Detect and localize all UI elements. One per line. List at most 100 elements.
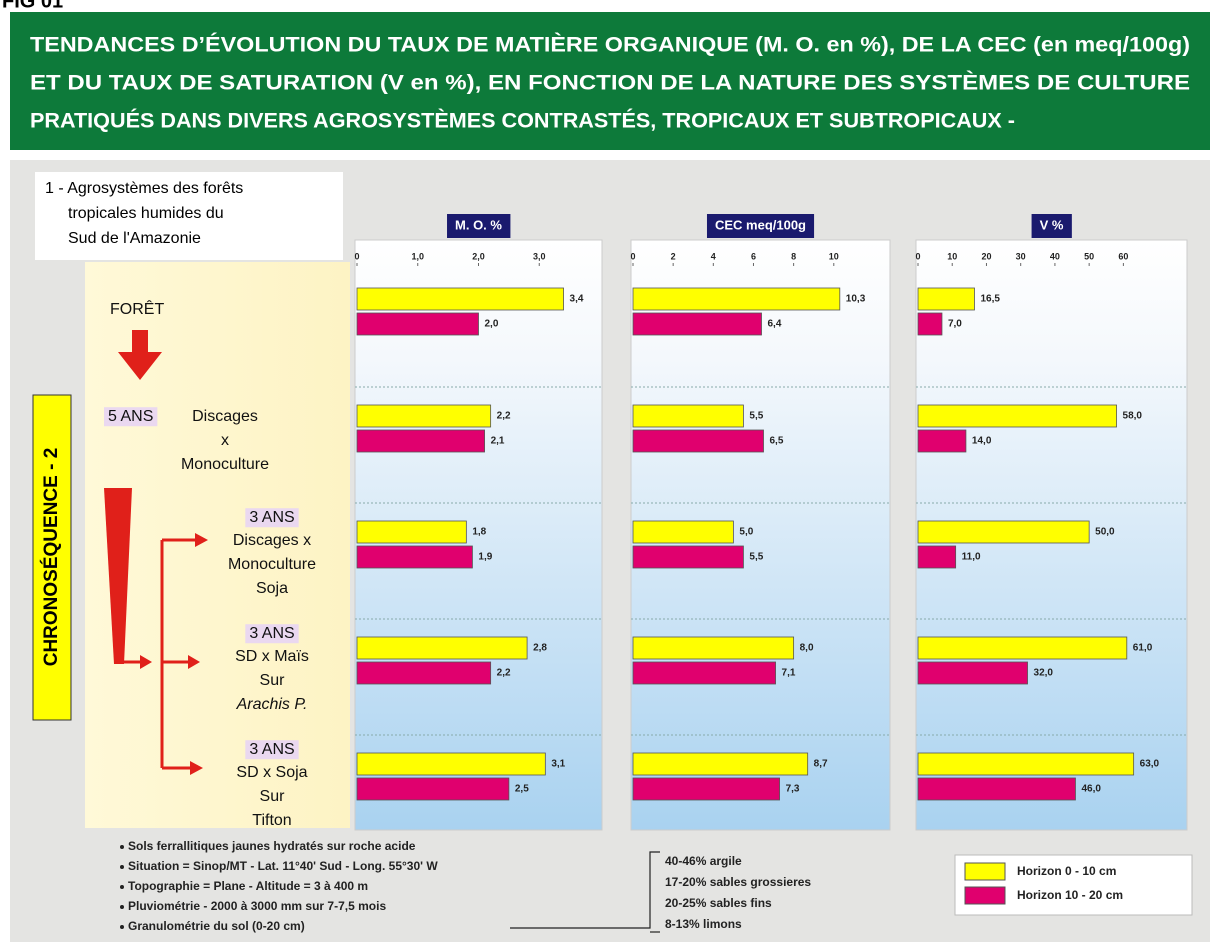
- x-tick-label: 20: [981, 251, 991, 261]
- system-label: Soja: [256, 580, 288, 597]
- value-label: 58,0: [1123, 411, 1143, 422]
- region-line: tropicales humides du: [68, 205, 224, 222]
- bar: [632, 545, 744, 569]
- bullet: [120, 885, 124, 889]
- bar: [917, 404, 1117, 428]
- bullet: [120, 865, 124, 869]
- value-label: 2,0: [485, 319, 499, 330]
- value-label: 6,5: [770, 436, 784, 447]
- system-label: SD x Maïs: [235, 648, 309, 665]
- figure-label: FIG 01: [2, 0, 63, 12]
- value-label: 11,0: [962, 552, 981, 563]
- bar: [917, 312, 943, 336]
- value-label: 2,5: [515, 784, 529, 795]
- system-label: x: [221, 432, 229, 449]
- header-banner: [10, 12, 1210, 150]
- system-label: Discages: [192, 408, 258, 425]
- bar: [356, 520, 467, 544]
- region-line: 1 - Agrosystèmes des forêts: [45, 180, 243, 197]
- value-label: 61,0: [1133, 643, 1153, 654]
- chart-title: V %: [1040, 217, 1064, 232]
- system-label: Discages x: [233, 532, 311, 549]
- x-tick-label: 10: [947, 251, 957, 261]
- chart-title-box: [447, 214, 511, 238]
- x-tick-label: 30: [1016, 251, 1026, 261]
- arrows: [104, 330, 208, 775]
- bar: [917, 661, 1028, 685]
- x-tick-label: 8: [791, 251, 796, 261]
- bar: [356, 777, 510, 801]
- chart-title-box: [706, 214, 815, 238]
- soil-note: Granulométrie du sol (0-20 cm): [128, 919, 305, 933]
- chart-title-box: [1031, 214, 1072, 238]
- bar: [632, 287, 841, 311]
- system-label: FORÊT: [110, 299, 164, 318]
- bar: [356, 404, 492, 428]
- region-line: Sud de l'Amazonie: [68, 230, 201, 247]
- system-age: 3 ANS: [249, 741, 294, 758]
- x-tick-label: 4: [711, 251, 716, 261]
- bar: [632, 404, 744, 428]
- age-badge: [104, 407, 158, 427]
- chronosequence-label: CHRONOSÉQUENCE - 2: [40, 448, 62, 667]
- value-label: 5,5: [749, 552, 763, 563]
- x-tick-label: 60: [1118, 251, 1128, 261]
- bar: [632, 636, 795, 660]
- bar: [917, 429, 967, 453]
- legend-label: Horizon 0 - 10 cm: [1017, 864, 1116, 878]
- soil-note: Sols ferrallitiques jaunes hydratés sur …: [128, 839, 416, 853]
- granulometry-item: 17-20% sables grossieres: [665, 875, 811, 889]
- header-line: PRATIQUÉS DANS DIVERS AGROSYSTÈMES CONTR…: [30, 110, 1015, 133]
- system-age: 3 ANS: [249, 509, 294, 526]
- bar: [632, 752, 809, 776]
- value-label: 10,3: [846, 294, 866, 305]
- value-label: 32,0: [1034, 668, 1054, 679]
- bar: [356, 287, 564, 311]
- value-label: 16,5: [980, 294, 1000, 305]
- granulometry-item: 8-13% limons: [665, 917, 742, 931]
- system-age: 3 ANS: [249, 625, 294, 642]
- value-label: 14,0: [972, 436, 992, 447]
- value-label: 8,7: [814, 759, 828, 770]
- value-label: 3,4: [570, 294, 584, 305]
- value-label: 7,1: [782, 668, 796, 679]
- bar: [356, 752, 546, 776]
- age-badge: [245, 740, 299, 760]
- x-tick-label: 0: [915, 251, 920, 261]
- x-tick-label: 3,0: [533, 251, 546, 261]
- bar: [632, 312, 762, 336]
- bar: [356, 661, 492, 685]
- value-label: 5,5: [749, 411, 763, 422]
- value-label: 3,1: [551, 759, 565, 770]
- system-label: Tifton: [252, 812, 291, 829]
- value-label: 5,0: [739, 527, 753, 538]
- system-age: 5 ANS: [108, 408, 153, 425]
- value-label: 46,0: [1081, 784, 1101, 795]
- bar: [632, 777, 780, 801]
- bar: [632, 520, 734, 544]
- x-tick-label: 6: [751, 251, 756, 261]
- system-label: Sur: [260, 672, 286, 689]
- granulometry-item: 20-25% sables fins: [665, 896, 772, 910]
- chart-title: M. O. %: [455, 217, 502, 232]
- bar: [917, 287, 975, 311]
- value-label: 2,2: [497, 411, 511, 422]
- bar: [356, 312, 479, 336]
- bar: [917, 636, 1128, 660]
- bar: [917, 545, 957, 569]
- header-line: ET DU TAUX DE SATURATION (V en %), EN FO…: [30, 72, 1190, 95]
- system-label: Monoculture: [181, 456, 269, 473]
- bar: [917, 777, 1076, 801]
- soil-note: Topographie = Plane - Altitude = 3 à 400…: [128, 879, 368, 893]
- age-badge: [245, 624, 299, 644]
- system-label: Monoculture: [228, 556, 316, 573]
- value-label: 6,4: [768, 319, 782, 330]
- bar: [356, 429, 485, 453]
- bar: [917, 520, 1090, 544]
- value-label: 2,8: [533, 643, 547, 654]
- soil-note: Pluviométrie - 2000 à 3000 mm sur 7-7,5 …: [128, 899, 386, 913]
- bullet: [120, 905, 124, 909]
- value-label: 63,0: [1140, 759, 1160, 770]
- bar: [632, 661, 776, 685]
